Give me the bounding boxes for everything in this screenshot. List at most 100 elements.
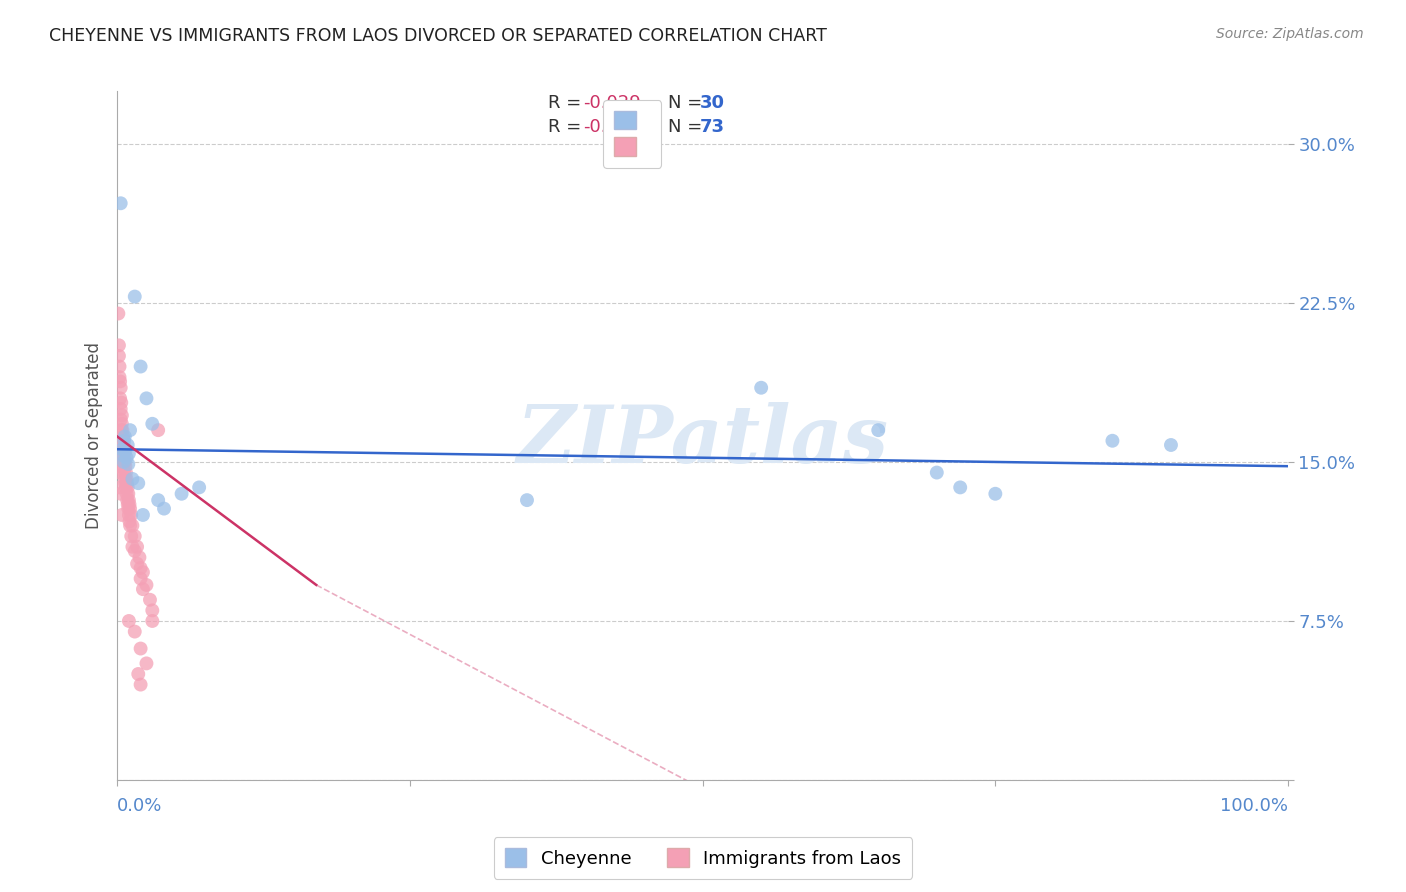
Point <box>107 459 129 474</box>
Point <box>129 561 152 575</box>
Point <box>112 434 135 448</box>
Point <box>146 493 169 508</box>
Point <box>112 455 135 469</box>
Point <box>115 480 138 494</box>
Point <box>124 544 146 558</box>
Point <box>118 514 141 528</box>
Point <box>141 603 163 617</box>
Point <box>118 614 141 628</box>
Point <box>129 677 152 691</box>
Point <box>170 487 193 501</box>
Point <box>121 518 143 533</box>
Text: 73: 73 <box>700 118 725 136</box>
Point <box>117 497 139 511</box>
Y-axis label: Divorced or Separated: Divorced or Separated <box>86 342 103 529</box>
Text: -0.313: -0.313 <box>583 118 641 136</box>
Point <box>127 540 149 554</box>
Point <box>124 289 146 303</box>
Point <box>110 423 132 437</box>
Point <box>107 306 129 320</box>
Point <box>115 487 138 501</box>
Point <box>108 375 131 389</box>
Point <box>112 444 135 458</box>
Text: R =: R = <box>548 118 593 136</box>
Point <box>110 412 132 426</box>
Point <box>114 444 136 458</box>
Text: R =: R = <box>548 94 588 112</box>
Point <box>135 578 157 592</box>
Point <box>115 493 138 508</box>
Text: 0.0%: 0.0% <box>117 797 163 814</box>
Point <box>115 450 138 465</box>
Point <box>949 480 972 494</box>
Point <box>135 657 157 671</box>
Point <box>124 529 146 543</box>
Point <box>108 480 131 494</box>
Point <box>1101 434 1123 448</box>
Point <box>118 493 141 508</box>
Point <box>111 409 134 423</box>
Point <box>153 501 176 516</box>
Point <box>117 501 139 516</box>
Point <box>117 487 139 501</box>
Text: 100.0%: 100.0% <box>1220 797 1288 814</box>
Point <box>112 449 135 463</box>
Point <box>124 624 146 639</box>
Point <box>111 442 134 457</box>
Point <box>127 667 149 681</box>
Point <box>139 592 162 607</box>
Point <box>188 480 211 494</box>
Point <box>114 476 136 491</box>
Point <box>111 508 134 522</box>
Point <box>108 349 131 363</box>
Point <box>127 557 149 571</box>
Point <box>129 359 152 374</box>
Point <box>135 392 157 406</box>
Point <box>115 476 138 491</box>
Point <box>120 423 142 437</box>
Point <box>110 395 132 409</box>
Point <box>121 472 143 486</box>
Legend: Cheyenne, Immigrants from Laos: Cheyenne, Immigrants from Laos <box>494 838 912 879</box>
Point <box>108 359 131 374</box>
Point <box>141 417 163 431</box>
Text: N =: N = <box>668 118 707 136</box>
Point <box>112 455 135 469</box>
Point <box>108 370 131 384</box>
Text: CHEYENNE VS IMMIGRANTS FROM LAOS DIVORCED OR SEPARATED CORRELATION CHART: CHEYENNE VS IMMIGRANTS FROM LAOS DIVORCE… <box>49 27 827 45</box>
Point <box>111 434 134 448</box>
Point <box>132 565 155 579</box>
Point <box>120 501 142 516</box>
Point <box>115 472 138 486</box>
Legend: , : , <box>603 100 661 168</box>
Point <box>120 518 142 533</box>
Text: -0.029: -0.029 <box>583 94 641 112</box>
Point <box>925 466 948 480</box>
Point <box>132 582 155 597</box>
Point <box>749 381 772 395</box>
Point <box>114 472 136 486</box>
Point <box>129 641 152 656</box>
Point <box>112 438 135 452</box>
Point <box>118 497 141 511</box>
Point <box>132 508 155 522</box>
Point <box>1160 438 1182 452</box>
Point <box>118 508 141 522</box>
Point <box>112 455 135 469</box>
Point <box>111 423 134 437</box>
Point <box>868 423 890 437</box>
Point <box>128 550 150 565</box>
Point <box>117 480 139 494</box>
Text: Source: ZipAtlas.com: Source: ZipAtlas.com <box>1216 27 1364 41</box>
Point <box>107 450 129 465</box>
Point <box>984 487 1007 501</box>
Point <box>108 466 131 480</box>
Point <box>141 614 163 628</box>
Point <box>111 438 134 452</box>
Point <box>110 487 132 501</box>
Point <box>110 196 132 211</box>
Point <box>112 450 135 465</box>
Point <box>111 417 134 431</box>
Text: N =: N = <box>668 94 707 112</box>
Point <box>118 446 141 460</box>
